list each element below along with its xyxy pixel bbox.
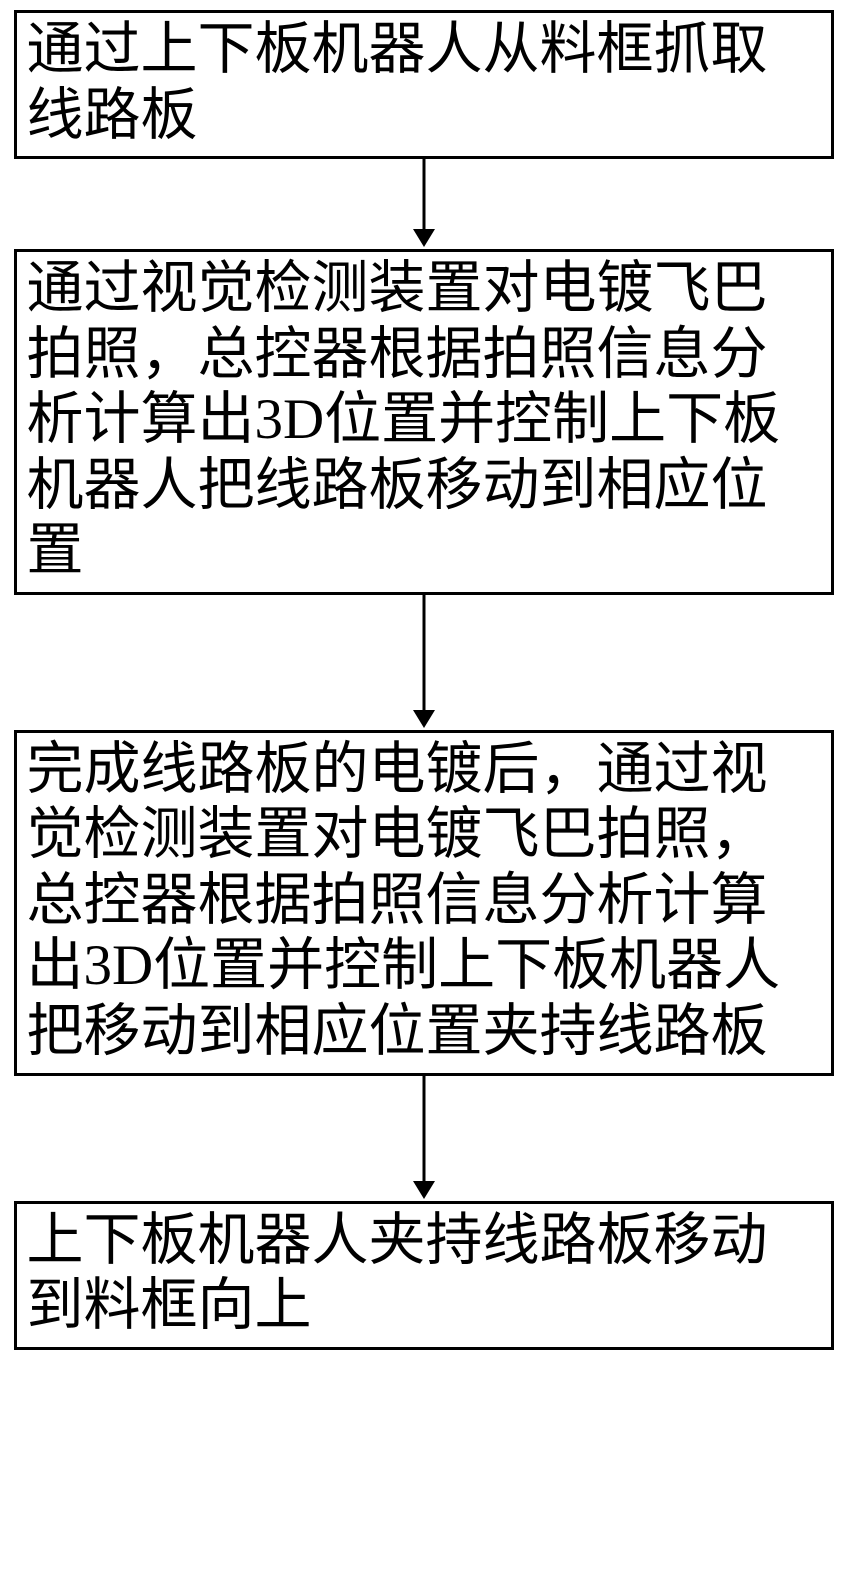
flowchart-step-1-text: 通过上下板机器人从料框抓取线路板 [27, 18, 768, 147]
flowchart-step-4: 上下板机器人夹持线路板移动到料框向上 [14, 1201, 834, 1350]
flowchart-step-2: 通过视觉检测装置对电镀飞巴拍照，总控器根据拍照信息分析计算出3D位置并控制上下板… [14, 249, 834, 595]
flowchart-container: 通过上下板机器人从料框抓取线路板 通过视觉检测装置对电镀飞巴拍照，总控器根据拍照… [0, 0, 847, 1370]
flowchart-step-3: 完成线路板的电镀后，通过视觉检测装置对电镀飞巴拍照，总控器根据拍照信息分析计算出… [14, 730, 834, 1076]
flowchart-step-4-text: 上下板机器人夹持线路板移动到料框向上 [27, 1209, 768, 1338]
flowchart-step-2-text: 通过视觉检测装置对电镀飞巴拍照，总控器根据拍照信息分析计算出3D位置并控制上下板… [27, 257, 781, 582]
flowchart-arrow-3 [14, 1076, 834, 1201]
flowchart-step-1: 通过上下板机器人从料框抓取线路板 [14, 10, 834, 159]
arrow-down-icon [404, 1076, 444, 1201]
flowchart-arrow-1 [14, 159, 834, 249]
arrow-down-icon [404, 595, 444, 730]
flowchart-step-3-text: 完成线路板的电镀后，通过视觉检测装置对电镀飞巴拍照，总控器根据拍照信息分析计算出… [27, 738, 781, 1063]
arrow-down-icon [404, 159, 444, 249]
flowchart-arrow-2 [14, 595, 834, 730]
